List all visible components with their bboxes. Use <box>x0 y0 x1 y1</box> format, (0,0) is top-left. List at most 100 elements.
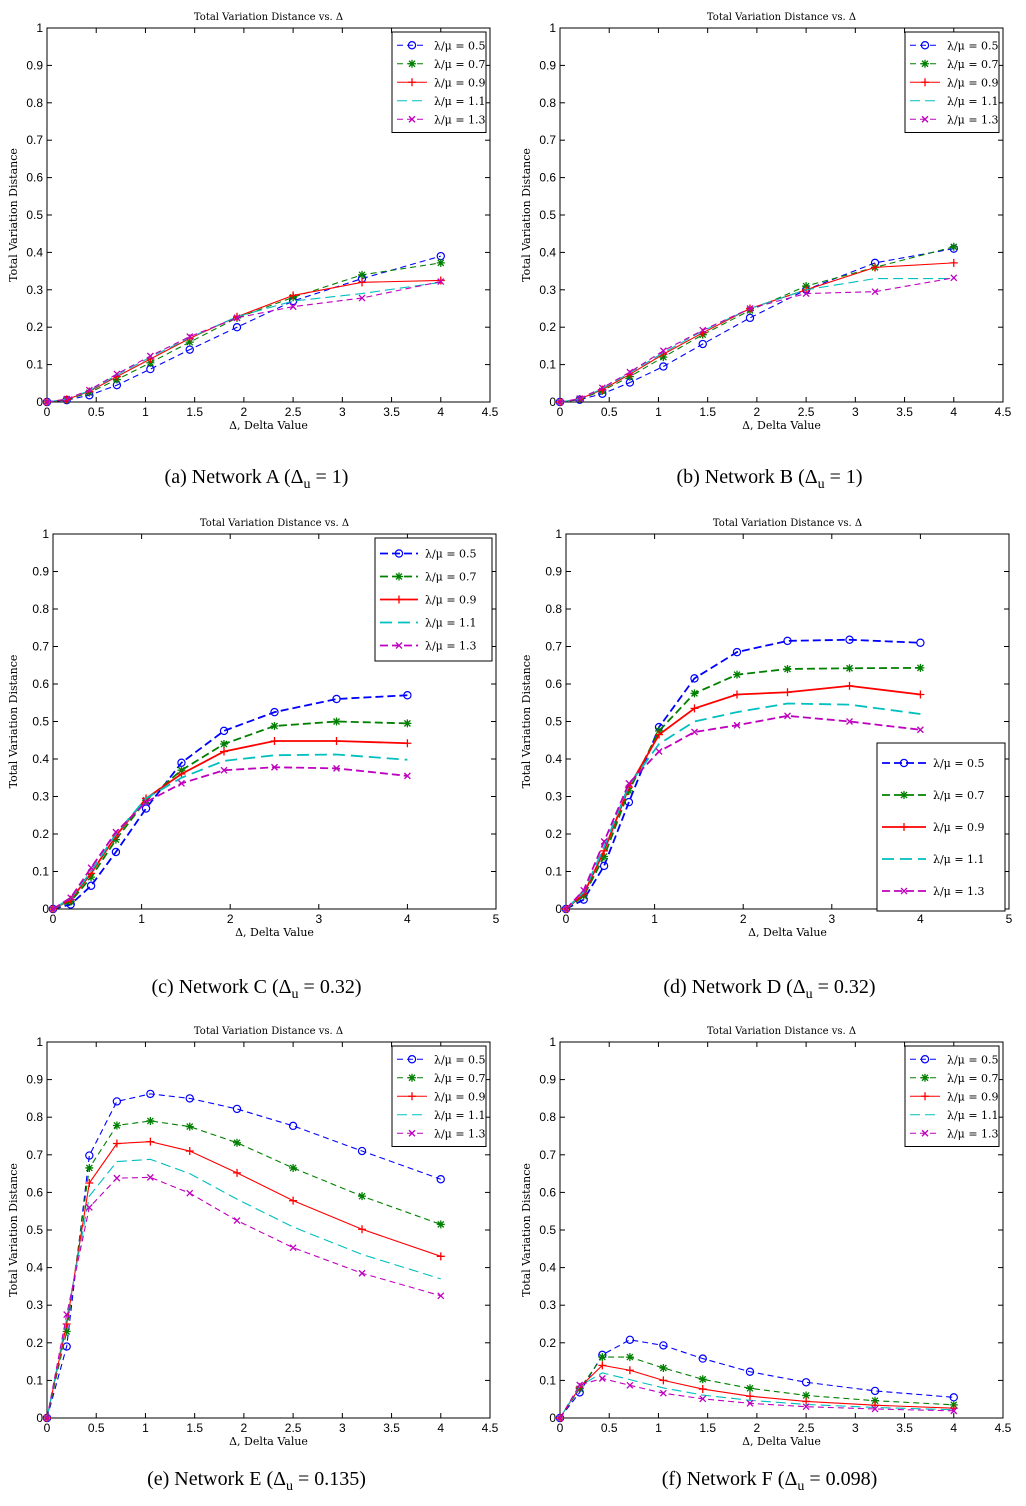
x-tick-label: 3 <box>828 912 835 926</box>
x-axis-label: Δ, Delta Value <box>229 1435 308 1448</box>
x-tick-label: 2 <box>740 912 747 926</box>
data-point <box>690 689 699 698</box>
y-tick-label: 0.3 <box>539 1298 556 1312</box>
data-point <box>219 740 228 748</box>
legend-marker <box>408 59 416 68</box>
y-tick-label: 0.1 <box>26 358 43 372</box>
y-tick-label: 1 <box>549 21 556 35</box>
legend-label: λ/μ = 0.9 <box>933 821 985 834</box>
data-point <box>403 739 412 748</box>
legend-label: λ/μ = 0.7 <box>434 58 486 71</box>
data-point <box>916 663 925 672</box>
chart-network-c: Total Variation Distance vs. Δ 0 1 2 3 4 5 0 0.1… <box>7 518 500 939</box>
x-tick-label: 0.5 <box>601 405 618 419</box>
legend-label: λ/μ = 0.7 <box>947 58 999 71</box>
data-point <box>784 712 791 720</box>
y-tick-label: 0.7 <box>539 133 556 147</box>
x-tick-label: 2 <box>241 405 248 419</box>
y-tick-label: 0.9 <box>539 1073 556 1087</box>
chart-title: Total Variation Distance vs. Δ <box>200 518 349 529</box>
y-axis-label: Total Variation Distance <box>7 1163 20 1297</box>
legend-label: λ/μ = 0.9 <box>947 1090 999 1103</box>
series-line <box>52 753 408 910</box>
x-tick-label: 1 <box>142 405 149 419</box>
x-axis-label: Δ, Delta Value <box>235 926 314 939</box>
data-point <box>556 398 564 406</box>
legend-marker <box>921 1129 929 1137</box>
data-point <box>556 1414 564 1422</box>
data-point <box>220 766 228 774</box>
legend-label: λ/μ = 1.1 <box>434 95 486 108</box>
y-tick-label: 0.7 <box>32 640 49 654</box>
series-line <box>559 246 954 403</box>
y-tick-label: 1 <box>36 1035 43 1049</box>
data-point <box>85 1163 94 1172</box>
x-tick-label: 3.5 <box>896 1421 913 1435</box>
legend-marker <box>921 1092 929 1101</box>
data-point <box>43 1414 51 1422</box>
data-point <box>85 386 93 394</box>
x-tick-label: 3 <box>852 1421 859 1435</box>
x-tick-label: 3.5 <box>383 405 400 419</box>
data-point <box>141 804 151 813</box>
data-point <box>732 647 742 657</box>
legend-marker <box>921 1073 929 1082</box>
y-tick-label: 0.4 <box>545 752 562 766</box>
x-axis-label: Δ, Delta Value <box>748 926 827 939</box>
data-point <box>599 861 609 871</box>
legend-label: λ/μ = 1.3 <box>933 885 985 898</box>
chart-network-a: Total Variation Distance vs. Δ 0 0.5 1 1.5 2 2… <box>7 12 499 432</box>
data-point <box>358 1192 367 1201</box>
data-point <box>86 881 96 890</box>
y-tick-label: 0.1 <box>539 358 556 372</box>
data-point <box>562 905 570 913</box>
y-tick-label: 0 <box>36 1411 43 1425</box>
y-tick-label: 1 <box>42 527 49 541</box>
series-line <box>559 1377 954 1419</box>
series-line <box>559 248 954 403</box>
y-tick-label: 0.6 <box>26 1185 43 1199</box>
data-point <box>698 1385 707 1394</box>
data-point <box>219 726 229 736</box>
chart-title: Total Variation Distance vs. Δ <box>707 1026 856 1037</box>
y-tick-label: 0.9 <box>32 565 49 579</box>
data-point <box>699 1395 707 1403</box>
y-tick-label: 1 <box>555 527 562 541</box>
data-point <box>111 847 121 857</box>
x-tick-label: 0.5 <box>601 1421 618 1435</box>
x-tick-label: 4 <box>950 405 957 419</box>
x-tick-label: 1 <box>655 405 662 419</box>
data-point <box>871 263 880 272</box>
data-point <box>916 726 924 734</box>
data-point <box>113 1174 121 1182</box>
data-point <box>67 894 75 902</box>
data-point <box>87 864 95 872</box>
x-tick-label: 2 <box>754 405 761 419</box>
y-tick-label: 0.9 <box>539 58 556 72</box>
y-tick-label: 0.7 <box>545 640 562 654</box>
y-tick-label: 0.6 <box>539 171 556 185</box>
chart-title: Total Variation Distance vs. Δ <box>194 1026 343 1037</box>
legend: λ/μ = 0.5 λ/μ = 0.7 λ/μ = 0.9 λ/μ = 1.1 λ/μ … <box>391 31 487 133</box>
x-tick-label: 3 <box>315 912 322 926</box>
y-tick-label: 0.8 <box>539 1110 556 1124</box>
x-axis-label: Δ, Delta Value <box>742 1435 821 1448</box>
legend: λ/μ = 0.5 λ/μ = 0.7 λ/μ = 0.9 λ/μ = 1.1 λ/μ … <box>904 1045 1000 1147</box>
legend-marker <box>407 1055 417 1064</box>
x-tick-label: 0 <box>44 1421 51 1435</box>
caption-network-b: (b) Network B (Δu = 1) <box>676 466 863 492</box>
series-line <box>52 740 408 910</box>
data-point <box>436 1220 445 1229</box>
series-3 <box>559 1372 954 1419</box>
data-point <box>802 1403 810 1411</box>
data-point <box>219 747 228 756</box>
legend-label: λ/μ = 0.7 <box>947 1072 999 1085</box>
legend-label: λ/μ = 0.5 <box>933 757 985 770</box>
y-axis-label: Total Variation Distance <box>7 148 20 282</box>
data-point <box>659 1341 668 1350</box>
y-tick-label: 0 <box>549 1411 556 1425</box>
series-4 <box>562 712 924 913</box>
data-point <box>289 1163 298 1172</box>
legend-label: λ/μ = 0.5 <box>434 39 486 52</box>
data-point <box>146 1089 155 1099</box>
